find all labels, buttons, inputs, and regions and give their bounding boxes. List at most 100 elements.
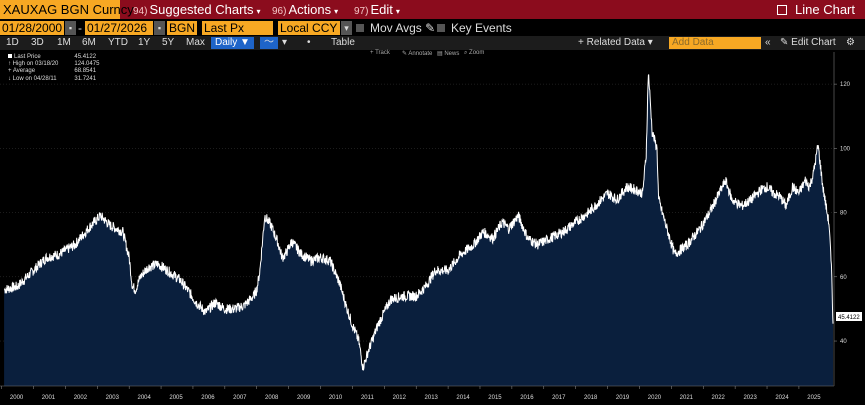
- chevron-down-icon: ▼: [240, 37, 250, 48]
- period-5y[interactable]: 5Y: [162, 37, 175, 48]
- edit-chart-button[interactable]: ✎ Edit Chart: [780, 37, 836, 49]
- menu-number: 94): [133, 6, 148, 17]
- key-events-label: Key Events: [451, 21, 512, 35]
- suggested-charts-menu[interactable]: 94) Suggested Charts ▾: [133, 0, 261, 19]
- edit-menu[interactable]: 97) Edit ▾: [354, 0, 400, 19]
- news-icon: ▤: [437, 51, 443, 57]
- source-field[interactable]: BGN: [167, 21, 197, 35]
- x-tick-label: 2020: [648, 395, 662, 401]
- period-1m[interactable]: 1M: [57, 37, 71, 48]
- x-tick-label: 2012: [393, 395, 407, 401]
- news-tool[interactable]: ▤ News: [437, 50, 459, 57]
- chart-type-text: Line Chart: [795, 2, 855, 17]
- series-line: [4, 74, 834, 371]
- legend-label: Average: [12, 68, 36, 75]
- x-tick-label: 2009: [297, 395, 311, 401]
- actions-menu[interactable]: 96) Actions ▾: [272, 0, 338, 19]
- x-tick-label: 2007: [233, 395, 247, 401]
- edit-chart-label: Edit Chart: [791, 37, 836, 48]
- more-icon[interactable]: •: [307, 37, 311, 48]
- price-chart[interactable]: 40 60 80 100 120 2000 2001 2002 2003 2004 2005 200…: [0, 50, 865, 405]
- track-label: Track: [375, 50, 390, 56]
- chart-type-label[interactable]: Line Chart: [777, 0, 855, 19]
- checkbox-icon: [437, 24, 445, 32]
- period-6m[interactable]: 6M: [82, 37, 96, 48]
- x-tick-label: 2005: [169, 395, 183, 401]
- x-tick-label: 2019: [616, 395, 630, 401]
- legend-label: High on 03/18/20: [12, 61, 59, 68]
- line-chart-icon[interactable]: 〜: [260, 37, 278, 49]
- end-date-field[interactable]: 01/27/2026: [85, 21, 153, 35]
- pencil-icon: ✎: [402, 51, 408, 57]
- zoom-tool[interactable]: ⌕ Zoom: [464, 50, 484, 57]
- y-tick-label: 60: [840, 275, 847, 281]
- x-tick-label: 2008: [265, 395, 279, 401]
- legend-average: + Average 68.8541: [8, 68, 101, 75]
- news-label: News: [444, 51, 460, 57]
- collapse-icon[interactable]: «: [765, 37, 771, 48]
- chevron-down-icon[interactable]: ▾: [282, 37, 288, 48]
- related-data-button[interactable]: + Related Data ▾: [578, 37, 653, 49]
- legend-value: 68.8541: [74, 68, 97, 75]
- track-tool[interactable]: + Track: [370, 50, 390, 56]
- y-tick-label: 80: [840, 211, 847, 217]
- y-tick-label: 40: [840, 339, 847, 345]
- y-tick-label: 120: [840, 82, 851, 88]
- legend-value: 45.4122: [74, 54, 97, 60]
- calendar-icon[interactable]: ▪: [65, 21, 76, 35]
- x-tick-label: 2001: [42, 395, 56, 401]
- x-tick-label: 2016: [520, 395, 534, 401]
- related-data-label: Related Data: [586, 37, 645, 48]
- checkbox-icon: [356, 24, 364, 32]
- key-events-toggle[interactable]: Key Events: [437, 20, 512, 36]
- x-tick-label: 2004: [137, 395, 151, 401]
- mov-avgs-label: Mov Avgs: [370, 21, 422, 35]
- start-date-field[interactable]: 01/28/2000: [0, 21, 64, 35]
- frequency-dropdown[interactable]: Daily ▼: [211, 37, 254, 49]
- zoom-label: Zoom: [469, 50, 485, 56]
- mov-avgs-toggle[interactable]: Mov Avgs ✎: [356, 20, 435, 36]
- legend-value: 124.0475: [74, 61, 100, 68]
- zoom-icon: ⌕: [464, 50, 468, 56]
- period-1y[interactable]: 1Y: [138, 37, 151, 48]
- external-link-icon: [777, 5, 788, 15]
- calendar-icon[interactable]: ▪: [154, 21, 165, 35]
- legend: Last Price 45.4122 ↑ High on 03/18/20 124.…: [8, 54, 101, 83]
- menu-label: Edit: [370, 2, 393, 17]
- table-button[interactable]: Table: [331, 37, 355, 48]
- field-selector[interactable]: Last Px: [202, 21, 273, 35]
- currency-field[interactable]: Local CCY: [278, 21, 340, 35]
- chevron-down-icon: ▾: [256, 7, 261, 16]
- x-tick-label: 2015: [488, 395, 502, 401]
- legend-label: Low on 04/28/11: [12, 75, 57, 82]
- settings-icon[interactable]: ⚙: [846, 37, 855, 48]
- annotate-tool[interactable]: ✎ Annotate: [402, 50, 432, 57]
- period-ytd[interactable]: YTD: [108, 37, 128, 48]
- legend-high: ↑ High on 03/18/20 124.0475: [8, 61, 101, 68]
- period-1d[interactable]: 1D: [6, 37, 19, 48]
- chevron-down-icon: ▾: [647, 37, 653, 48]
- period-max[interactable]: Max: [186, 37, 205, 48]
- x-tick-label: 2025: [807, 395, 821, 401]
- x-tick-label: 2002: [74, 395, 88, 401]
- menu-label: Suggested Charts: [149, 2, 254, 17]
- x-tick-label: 2021: [680, 395, 694, 401]
- plus-icon: +: [578, 37, 584, 48]
- x-tick-label: 2018: [584, 395, 598, 401]
- legend-last-price: Last Price 45.4122: [8, 54, 101, 61]
- x-tick-label: 2003: [106, 395, 120, 401]
- period-3d[interactable]: 3D: [31, 37, 44, 48]
- arrow-up-icon: ↑: [8, 61, 11, 68]
- plus-icon: +: [8, 68, 12, 75]
- frequency-label: Daily: [215, 37, 238, 48]
- x-tick-label: 2022: [712, 395, 726, 401]
- add-data-input[interactable]: Add Data: [669, 37, 761, 49]
- ticker-field[interactable]: XAUXAG BGN Curncy: [0, 0, 134, 19]
- legend-low: ↓ Low on 04/28/11 31.7241: [8, 76, 101, 83]
- chevron-down-icon[interactable]: ▾: [341, 21, 352, 35]
- x-tick-label: 2017: [552, 395, 566, 401]
- pencil-icon[interactable]: ✎: [425, 21, 436, 35]
- x-tick-label: 2006: [201, 395, 215, 401]
- y-tick-label: 100: [840, 146, 851, 152]
- x-tick-label: 2000: [10, 395, 24, 401]
